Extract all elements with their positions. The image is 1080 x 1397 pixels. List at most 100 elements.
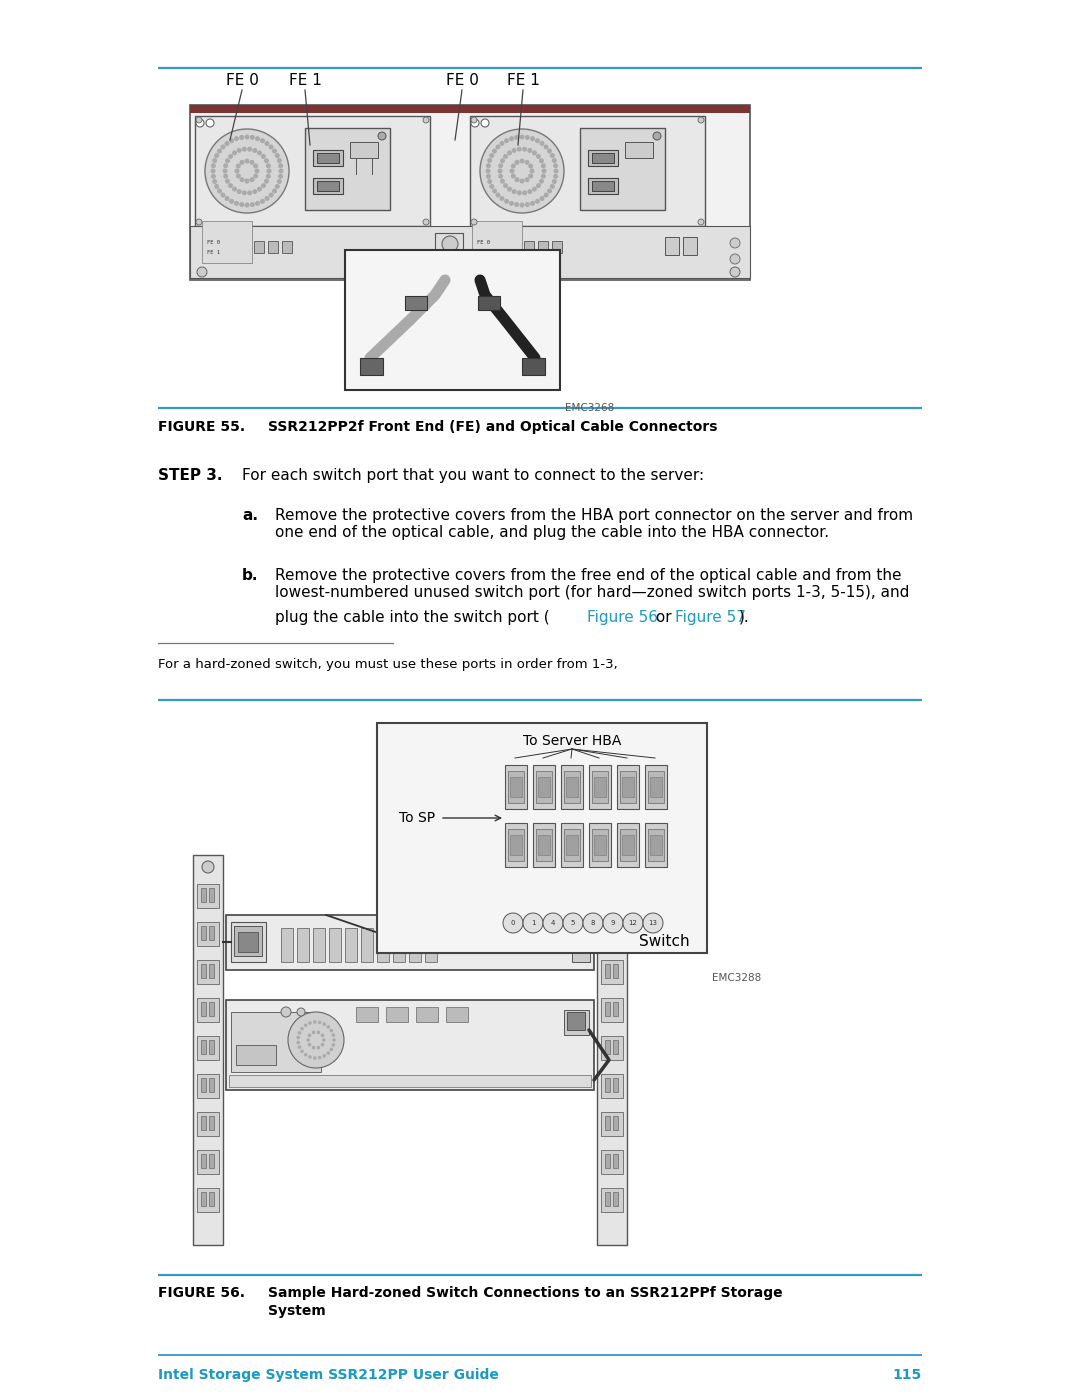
- Bar: [561, 823, 583, 868]
- Circle shape: [300, 1027, 303, 1031]
- Text: Remove the protective covers from the HBA port connector on the server and from
: Remove the protective covers from the HB…: [275, 509, 913, 541]
- Bar: [210, 1078, 214, 1092]
- Bar: [564, 828, 580, 861]
- Bar: [201, 926, 206, 940]
- Text: 0: 0: [511, 921, 515, 926]
- Text: FE 0: FE 0: [446, 73, 478, 88]
- Polygon shape: [522, 358, 545, 374]
- Circle shape: [224, 173, 228, 179]
- Circle shape: [519, 134, 525, 140]
- Text: 12: 12: [629, 921, 637, 926]
- Circle shape: [509, 136, 514, 141]
- Circle shape: [552, 179, 557, 184]
- Circle shape: [260, 198, 265, 204]
- Bar: [201, 1002, 206, 1016]
- Circle shape: [525, 203, 530, 207]
- Circle shape: [522, 190, 527, 196]
- Circle shape: [235, 173, 241, 179]
- Bar: [564, 1010, 589, 1035]
- Text: For each switch port that you want to connect to the server:: For each switch port that you want to co…: [242, 468, 704, 483]
- Bar: [313, 177, 343, 194]
- Bar: [201, 1192, 206, 1206]
- Circle shape: [316, 1046, 321, 1049]
- Bar: [605, 964, 610, 978]
- Circle shape: [260, 138, 265, 144]
- Bar: [237, 1045, 276, 1065]
- Bar: [231, 922, 266, 963]
- Bar: [190, 105, 750, 279]
- Bar: [589, 766, 611, 809]
- Circle shape: [323, 1023, 326, 1025]
- Circle shape: [240, 159, 244, 165]
- Circle shape: [322, 1038, 326, 1042]
- Bar: [195, 116, 430, 226]
- Bar: [620, 828, 636, 861]
- Text: Intel Storage System SSR212PP User Guide: Intel Storage System SSR212PP User Guide: [158, 1368, 499, 1382]
- Bar: [361, 928, 373, 963]
- Bar: [588, 177, 618, 194]
- Bar: [567, 1011, 585, 1030]
- Bar: [508, 771, 524, 803]
- Circle shape: [525, 177, 529, 182]
- Circle shape: [237, 148, 242, 152]
- Bar: [201, 1039, 206, 1053]
- Bar: [226, 1000, 594, 1090]
- Text: FIGURE 56.: FIGURE 56.: [158, 1287, 245, 1301]
- Circle shape: [232, 151, 237, 155]
- Text: FE 1: FE 1: [477, 250, 490, 256]
- Bar: [594, 777, 606, 798]
- Circle shape: [255, 136, 260, 141]
- Circle shape: [312, 1046, 315, 1049]
- Circle shape: [543, 914, 563, 933]
- Bar: [613, 1039, 618, 1053]
- Circle shape: [514, 136, 519, 140]
- Circle shape: [240, 177, 244, 182]
- Bar: [600, 1074, 623, 1098]
- Circle shape: [220, 193, 226, 197]
- Bar: [197, 1074, 219, 1098]
- Bar: [600, 960, 623, 983]
- Circle shape: [496, 144, 500, 149]
- Bar: [201, 888, 206, 902]
- Circle shape: [235, 163, 241, 169]
- Circle shape: [698, 219, 704, 225]
- Circle shape: [528, 173, 534, 179]
- Bar: [268, 242, 278, 253]
- Circle shape: [500, 141, 504, 147]
- Bar: [600, 1112, 623, 1136]
- Bar: [377, 928, 389, 963]
- Circle shape: [525, 159, 529, 165]
- Circle shape: [525, 136, 530, 140]
- Bar: [605, 1078, 610, 1092]
- Circle shape: [266, 173, 271, 179]
- Circle shape: [606, 861, 618, 873]
- Circle shape: [498, 163, 503, 168]
- Circle shape: [507, 187, 512, 191]
- Bar: [201, 1116, 206, 1130]
- Circle shape: [234, 136, 239, 141]
- Bar: [210, 888, 214, 902]
- Bar: [613, 1116, 618, 1130]
- Bar: [190, 226, 750, 278]
- Bar: [282, 242, 292, 253]
- Bar: [470, 116, 705, 226]
- Text: To Server HBA: To Server HBA: [523, 733, 621, 747]
- Circle shape: [623, 914, 643, 933]
- Text: STEP 3.: STEP 3.: [158, 468, 222, 483]
- Circle shape: [279, 169, 283, 173]
- Circle shape: [313, 1056, 316, 1060]
- Bar: [617, 766, 639, 809]
- Circle shape: [500, 158, 505, 163]
- Bar: [597, 855, 627, 1245]
- Circle shape: [264, 158, 269, 163]
- Bar: [645, 823, 667, 868]
- Circle shape: [546, 189, 552, 194]
- Circle shape: [276, 179, 282, 184]
- Circle shape: [229, 138, 234, 144]
- Circle shape: [265, 141, 270, 147]
- Bar: [386, 1007, 408, 1023]
- Bar: [538, 835, 550, 855]
- Bar: [650, 835, 662, 855]
- Bar: [472, 221, 522, 263]
- Bar: [197, 997, 219, 1023]
